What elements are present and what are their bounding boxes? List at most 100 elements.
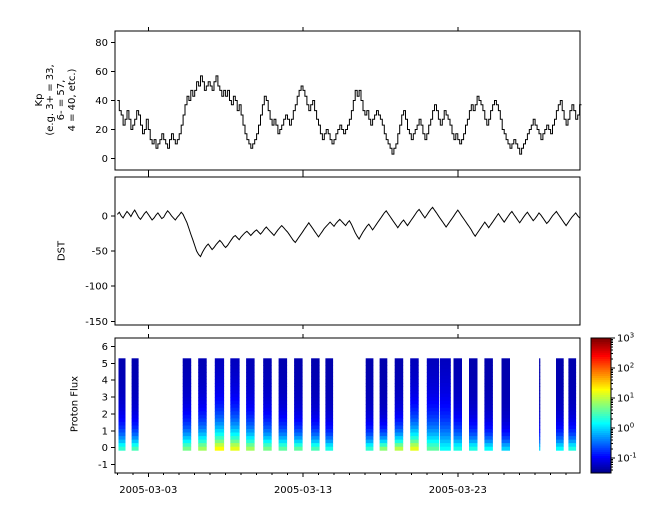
flux-column-cell (426, 446, 440, 451)
flux-column-cell (556, 397, 564, 402)
flux-column-cell (278, 436, 288, 441)
flux-column-cell (246, 411, 255, 416)
flux-column-cell (568, 400, 577, 405)
flux-column-cell (131, 404, 139, 409)
flux-column-cell (294, 421, 303, 426)
flux-column-cell (311, 404, 320, 409)
colorbar-gradient-cell (591, 388, 611, 392)
flux-column-cell (230, 425, 240, 430)
flux-column-cell (469, 397, 478, 402)
flux-column-cell (379, 418, 388, 423)
flux-column-cell (278, 379, 288, 384)
flux-column-cell (484, 439, 493, 444)
flux-column-cell (278, 368, 288, 373)
flux-column-cell (568, 358, 577, 363)
flux-column-cell (469, 400, 478, 405)
flux-column-cell (394, 368, 404, 373)
flux-column-cell (131, 407, 139, 412)
flux-column-cell (469, 368, 478, 373)
flux-column-cell (230, 446, 240, 451)
flux-column-cell (379, 375, 388, 380)
flux-column-cell (294, 446, 303, 451)
flux-column-cell (118, 446, 126, 451)
flux-column-cell (325, 429, 334, 433)
flux-column-cell (311, 400, 320, 405)
colorbar-gradient-cell (591, 416, 611, 419)
flux-column-cell (484, 432, 493, 437)
flux-column-cell (246, 432, 255, 437)
flux-column-cell (484, 397, 493, 402)
flux-column-cell (394, 425, 404, 430)
flux-column-cell (426, 386, 440, 391)
flux-column-cell (182, 375, 192, 380)
flux-column-cell (426, 439, 440, 444)
flux-column-cell (379, 425, 388, 430)
flux-column-cell (394, 393, 404, 398)
flux-column-cell (325, 372, 334, 377)
colorbar-tick-label: 10-1 (617, 452, 637, 465)
colorbar-gradient-cell (591, 373, 611, 377)
flux-column-cell (131, 372, 139, 377)
flux-column-cell (539, 421, 541, 426)
flux-column-cell (484, 386, 493, 391)
flux-column-cell (426, 407, 440, 412)
flux-column-cell (365, 432, 374, 437)
flux-column-cell (453, 375, 462, 380)
flux-column-cell (294, 375, 303, 380)
flux-column-cell (379, 407, 388, 412)
flux-column-cell (311, 375, 320, 380)
flux-column-cell (440, 358, 451, 363)
colorbar-gradient-cell (591, 394, 611, 398)
flux-column-cell (440, 411, 451, 416)
flux-column-cell (501, 393, 510, 398)
flux-column-cell (365, 372, 374, 377)
flux-column-cell (501, 446, 510, 451)
flux-column-cell (294, 418, 303, 423)
flux-column-cell (246, 393, 255, 398)
colorbar-gradient-cell (591, 378, 611, 381)
colorbar-gradient-cell (591, 449, 611, 453)
flux-column-cell (198, 443, 207, 448)
flux-column-cell (325, 436, 334, 441)
colorbar-tick-label: 101 (617, 392, 634, 405)
colorbar-gradient-cell (591, 456, 611, 459)
flux-column-cell (453, 379, 462, 384)
flux-column-cell (118, 411, 126, 416)
flux-column-cell (365, 383, 374, 387)
colorbar-gradient-cell (591, 344, 611, 347)
flux-column-cell (246, 383, 255, 387)
flux-column-cell (394, 397, 404, 402)
flux-column-cell (214, 411, 225, 416)
flux-column-cell (118, 418, 126, 423)
flux-column-cell (469, 414, 478, 419)
flux-column-cell (379, 372, 388, 377)
flux-column-cell (568, 429, 577, 433)
flux-column-cell (182, 421, 192, 426)
flux-column-cell (394, 432, 404, 437)
flux-column-cell (568, 432, 577, 437)
flux-column-cell (379, 429, 388, 433)
flux-column-cell (556, 400, 564, 405)
flux-column-cell (325, 439, 334, 444)
flux-column-cell (311, 358, 320, 363)
flux-column-cell (556, 368, 564, 373)
flux-column-cell (365, 368, 374, 373)
flux-column-cell (182, 436, 192, 441)
flux-column-cell (440, 446, 451, 451)
flux-column-cell (394, 365, 404, 370)
flux-column-cell (311, 383, 320, 387)
flux-column-cell (214, 404, 225, 409)
flux-column-cell (501, 404, 510, 409)
flux-column-cell (198, 407, 207, 412)
flux-column-cell (556, 425, 564, 430)
flux-column-cell (131, 414, 139, 419)
flux-column-cell (379, 443, 388, 448)
flux-column-cell (568, 390, 577, 395)
flux-column-cell (501, 429, 510, 433)
flux-column-cell (246, 414, 255, 419)
flux-column-cell (198, 418, 207, 423)
flux-column-cell (214, 414, 225, 419)
flux-column-cell (453, 418, 462, 423)
flux-column-cell (214, 418, 225, 423)
